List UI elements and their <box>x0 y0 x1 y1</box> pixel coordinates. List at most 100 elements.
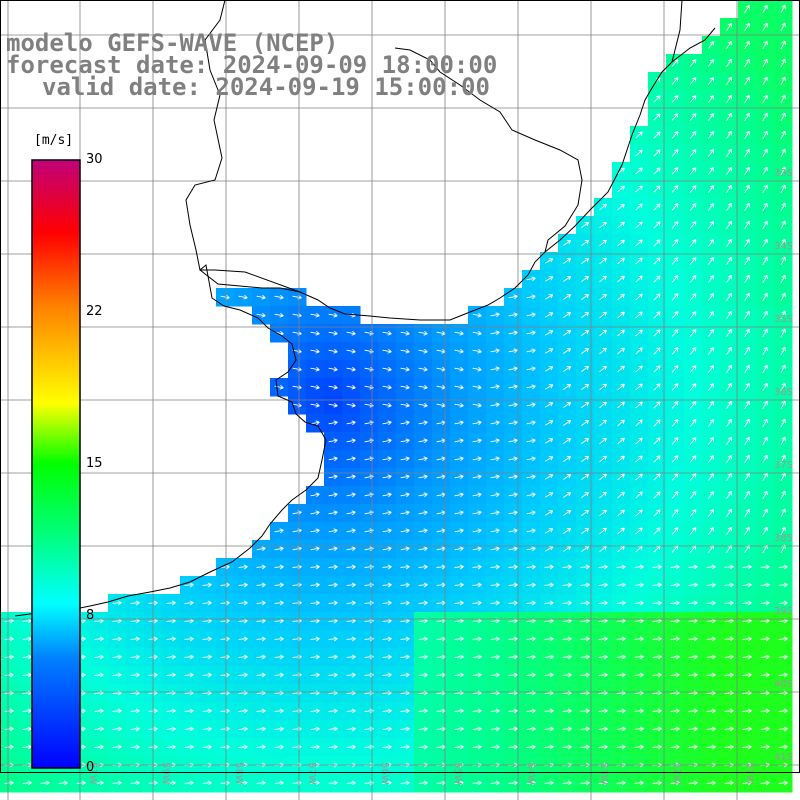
wind-arrow <box>94 744 104 750</box>
wind-arrow <box>778 654 788 660</box>
wind-arrow <box>526 654 536 660</box>
wind-arrow <box>454 654 464 660</box>
wind-arrow <box>400 348 410 354</box>
wind-arrow <box>617 473 625 481</box>
wind-arrow <box>760 636 770 642</box>
wind-arrow <box>130 726 140 732</box>
wind-arrow <box>726 184 733 193</box>
wind-arrow <box>706 672 716 678</box>
wind-arrow <box>580 744 590 750</box>
wind-arrow <box>490 672 500 678</box>
wind-arrow <box>726 292 733 301</box>
wind-arrow <box>653 329 661 337</box>
wind-arrow <box>184 744 194 750</box>
wind-arrow <box>563 240 572 246</box>
wind-arrow <box>762 238 768 248</box>
wind-arrow <box>274 564 284 570</box>
wind-arrow <box>689 257 697 265</box>
wind-arrow <box>220 654 230 660</box>
wind-arrow <box>472 312 482 318</box>
wind-arrow <box>328 438 338 444</box>
wind-arrow <box>744 58 750 68</box>
wind-arrow <box>418 636 428 642</box>
colorbar-tick-30: 30 <box>86 152 103 167</box>
wind-arrow <box>617 437 625 445</box>
wind-arrow <box>544 294 554 300</box>
wind-arrow <box>653 203 661 211</box>
colorbar-tick-15: 15 <box>86 456 103 471</box>
wind-arrow <box>635 149 643 157</box>
wind-arrow <box>688 636 698 642</box>
wind-arrow <box>617 401 625 409</box>
wind-arrow <box>328 420 338 426</box>
wind-arrow <box>563 528 572 534</box>
wind-arrow <box>744 94 750 104</box>
wind-arrow <box>689 149 697 157</box>
wind-arrow <box>166 726 176 732</box>
wind-arrow <box>762 310 768 320</box>
wind-arrow <box>652 780 662 786</box>
wind-arrow <box>762 148 768 158</box>
wind-arrow <box>635 401 643 409</box>
latitude-label: 39S <box>774 606 793 617</box>
wind-arrow <box>617 509 625 517</box>
wind-arrow <box>581 401 590 408</box>
wind-arrow <box>762 490 768 500</box>
wind-arrow <box>508 312 518 318</box>
wind-arrow <box>400 420 410 426</box>
wind-arrow <box>490 474 500 480</box>
wind-arrow <box>634 582 644 588</box>
wind-arrow <box>490 744 500 750</box>
wind-arrow <box>274 294 284 300</box>
wind-arrow <box>653 419 661 427</box>
wind-arrow <box>689 77 697 85</box>
wind-arrow <box>382 384 392 390</box>
wind-arrow <box>653 113 661 121</box>
wind-arrow <box>707 400 715 409</box>
wind-arrow <box>744 382 750 392</box>
wind-arrow <box>526 780 536 786</box>
wind-arrow <box>166 780 176 786</box>
wind-arrow <box>724 726 734 732</box>
wind-arrow <box>689 491 697 499</box>
wind-arrow <box>580 672 590 678</box>
wind-arrow <box>94 636 104 642</box>
wind-arrow <box>581 545 590 552</box>
wind-arrow <box>382 492 392 498</box>
wind-arrow <box>744 184 750 194</box>
wind-arrow <box>184 672 194 678</box>
wind-arrow <box>382 456 392 462</box>
wind-arrow <box>706 708 716 714</box>
wind-arrow <box>634 600 644 606</box>
wind-arrow <box>635 185 643 193</box>
wind-arrow <box>418 726 428 732</box>
wind-arrow <box>671 149 679 157</box>
wind-arrow <box>635 509 643 517</box>
wind-arrow <box>184 600 194 606</box>
wind-arrow <box>671 365 679 373</box>
wind-arrow <box>400 654 410 660</box>
wind-arrow <box>220 726 230 732</box>
wind-arrow <box>760 726 770 732</box>
wind-arrow <box>617 239 625 247</box>
wind-arrow <box>544 780 554 786</box>
wind-arrow <box>4 708 14 714</box>
wind-arrow <box>707 256 715 265</box>
wind-arrow <box>689 275 697 283</box>
wind-arrow <box>652 708 662 714</box>
wind-arrow <box>726 490 733 499</box>
wind-arrow <box>688 582 698 588</box>
wind-arrow <box>184 582 194 588</box>
wind-arrow <box>635 239 643 247</box>
wind-arrow <box>744 112 750 122</box>
wind-arrow <box>689 113 697 121</box>
wind-arrow <box>400 402 410 408</box>
wind-arrow <box>581 275 590 282</box>
wind-arrow <box>707 202 715 211</box>
wind-arrow <box>220 582 230 588</box>
wind-arrow <box>760 564 770 570</box>
wind-arrow <box>617 221 625 229</box>
wind-arrow <box>580 654 590 660</box>
wind-arrow <box>454 348 464 354</box>
wind-arrow <box>617 329 625 337</box>
